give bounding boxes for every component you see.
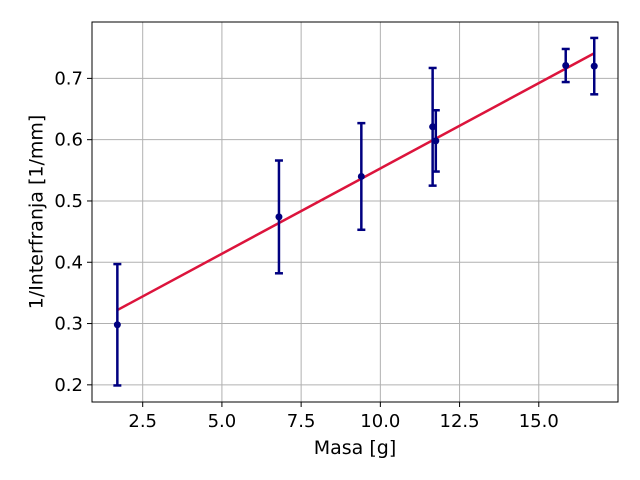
data-point <box>357 121 366 232</box>
x-tick-label: 12.5 <box>440 411 480 432</box>
y-axis-label: 1/Interfranja [1/mm] <box>26 115 48 310</box>
y-axis-ticks: 0.2 0.3 0.4 0.5 0.6 0.7 <box>54 68 92 396</box>
x-tick-label: 5.0 <box>208 411 237 432</box>
x-axis-label: Masa [g] <box>314 437 397 459</box>
plot-frame <box>91 21 619 403</box>
x-tick-label: 15.0 <box>519 411 559 432</box>
y-tick-label: 0.4 <box>54 252 83 273</box>
y-tick-label: 0.5 <box>54 191 83 212</box>
x-tick-label: 2.5 <box>128 411 157 432</box>
y-tick-label: 0.3 <box>54 314 83 335</box>
data-point <box>113 262 122 387</box>
data-points-group <box>113 36 599 387</box>
data-marker <box>590 62 598 70</box>
y-tick-label: 0.7 <box>54 68 83 89</box>
data-marker <box>432 137 440 145</box>
grid-lines <box>92 22 618 402</box>
data-marker <box>429 123 437 131</box>
data-point <box>431 109 440 173</box>
data-marker <box>113 321 121 329</box>
data-point <box>561 47 570 84</box>
y-tick-label: 0.2 <box>54 375 83 396</box>
data-point <box>274 159 283 275</box>
data-point <box>590 36 599 96</box>
y-tick-label: 0.6 <box>54 130 83 151</box>
data-point <box>428 66 437 187</box>
x-tick-label: 7.5 <box>287 411 316 432</box>
data-marker <box>275 213 283 221</box>
x-tick-label: 10.0 <box>360 411 400 432</box>
data-marker <box>562 62 570 70</box>
data-marker <box>357 172 365 180</box>
x-axis-ticks: 2.5 5.0 7.5 10.0 12.5 15.0 <box>128 402 559 432</box>
fit-line <box>116 52 595 312</box>
fit-line-group <box>116 52 595 312</box>
